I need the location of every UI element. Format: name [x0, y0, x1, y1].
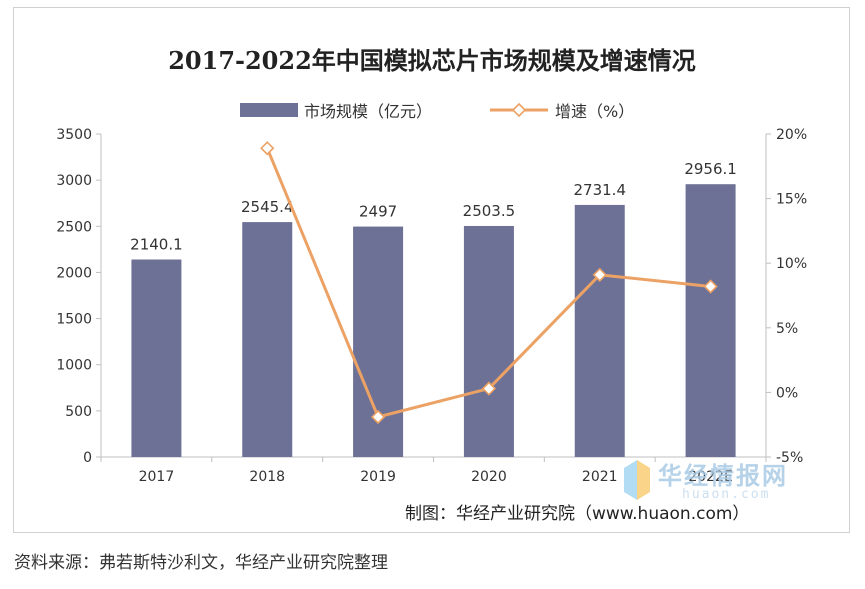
y-left-tick-label: 1500	[56, 312, 92, 328]
y-right-tick-label: 20%	[776, 127, 807, 143]
growth-point	[481, 381, 497, 396]
y-left-tick-label: 3500	[56, 127, 92, 143]
watermark-subtext: huaon.com	[682, 487, 771, 502]
y-left-tick-label: 0	[83, 450, 92, 466]
bar-value-label: 2140.1	[130, 235, 183, 253]
x-tick-label: 2018	[249, 469, 285, 485]
y-left-tick-label: 2500	[56, 219, 92, 235]
legend-bar-swatch	[240, 103, 298, 117]
y-right-tick-label: -5%	[776, 450, 803, 466]
y-left-tick-label: 2000	[56, 265, 92, 281]
growth-point	[703, 279, 718, 294]
x-tick-label: 2022E	[688, 469, 732, 485]
y-right-tick-label: 0%	[776, 385, 798, 401]
x-tick-label: 2019	[360, 469, 396, 485]
chart-title: 2017-2022年中国模拟芯片市场规模及增速情况	[168, 46, 696, 75]
legend: 市场规模（亿元） 增速（%）	[240, 102, 634, 121]
bar-value-label: 2956.1	[684, 160, 737, 178]
source-note: 资料来源：弗若斯特沙利文，华经产业研究院整理	[14, 553, 388, 573]
plot-area: 0 500 1000 1500 2000 2500 3000 3500 -5% 0% 5% 10% 15…	[56, 127, 807, 485]
legend-line-label: 增速（%）	[555, 102, 634, 121]
bar	[131, 259, 182, 457]
x-tick-label: 2017	[139, 469, 175, 485]
watermark: 华经情报网 huaon.com	[624, 456, 824, 506]
growth-point	[592, 267, 607, 282]
watermark-text: 华经情报网	[658, 462, 788, 490]
bar	[685, 184, 736, 457]
growth-point	[260, 141, 275, 156]
legend-bar-label: 市场规模（亿元）	[304, 102, 432, 121]
bar	[463, 225, 514, 457]
x-tick-label: 2020	[471, 469, 507, 485]
growth-point	[370, 409, 386, 425]
chart-credit: 制图：华经产业研究院（www.huaon.com）	[405, 504, 750, 524]
y-right-tick-label: 10%	[776, 256, 807, 272]
bar-value-label: 2545.4	[241, 198, 294, 216]
bar	[242, 222, 293, 457]
watermark-logo-icon	[624, 460, 650, 500]
y-left-tick-label: 3000	[56, 173, 92, 189]
y-left-tick-label: 1000	[56, 358, 92, 374]
x-tick-label: 2021	[582, 469, 618, 485]
chart-frame: 2017-2022年中国模拟芯片市场规模及增速情况 市场规模（亿元） 增速（%） …	[13, 7, 850, 533]
y-right-tick-label: 15%	[776, 192, 807, 208]
chart: 2017-2022年中国模拟芯片市场规模及增速情况 市场规模（亿元） 增速（%） …	[56, 46, 807, 485]
y-left-tick-label: 500	[65, 404, 92, 420]
bar-value-label: 2497	[359, 203, 397, 221]
bar	[574, 204, 625, 457]
legend-line-marker	[511, 102, 527, 118]
bar-value-label: 2731.4	[574, 181, 627, 199]
bar-value-label: 2503.5	[463, 202, 516, 220]
y-right-tick-label: 5%	[776, 321, 798, 337]
